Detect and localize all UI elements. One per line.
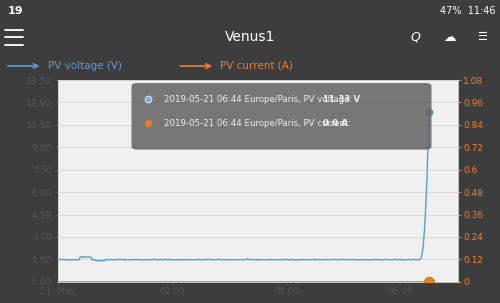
Text: ☁: ☁ — [444, 31, 456, 44]
Text: Q: Q — [410, 31, 420, 44]
Text: Venus1: Venus1 — [225, 30, 275, 44]
Text: ☰: ☰ — [478, 32, 488, 42]
Text: 47%  11:46: 47% 11:46 — [440, 6, 495, 16]
Text: 2019-05-21 06:44 Europe/Paris, PV voltage:: 2019-05-21 06:44 Europe/Paris, PV voltag… — [164, 95, 354, 104]
FancyBboxPatch shape — [132, 83, 432, 150]
Text: 2019-05-21 06:44 Europe/Paris, PV current:: 2019-05-21 06:44 Europe/Paris, PV curren… — [164, 119, 354, 128]
Text: 19: 19 — [8, 6, 23, 16]
Text: PV current (A): PV current (A) — [220, 61, 293, 71]
Text: 0.0 A: 0.0 A — [324, 119, 348, 128]
Text: PV voltage (V): PV voltage (V) — [48, 61, 122, 71]
Text: 11.33 V: 11.33 V — [324, 95, 360, 104]
